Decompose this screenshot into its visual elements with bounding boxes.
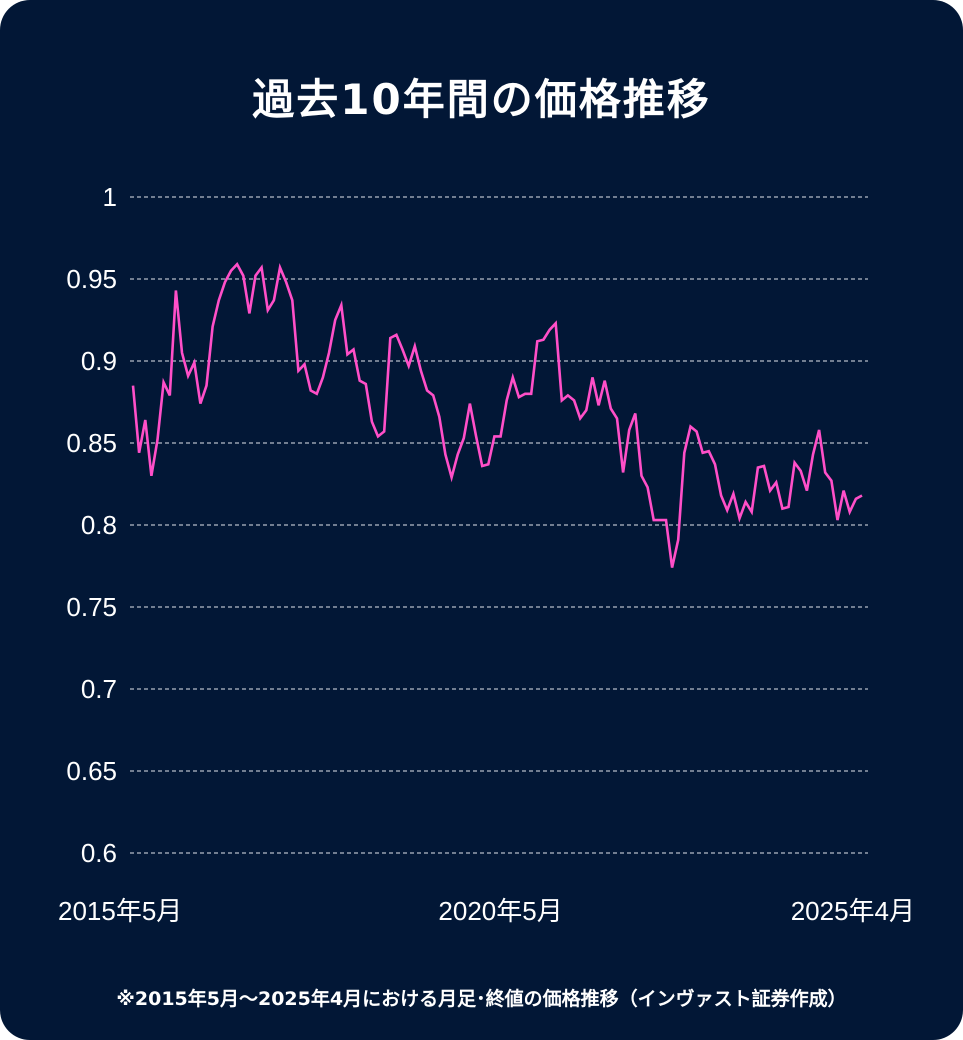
y-tick-label: 0.75 [66, 592, 117, 622]
y-tick-label: 0.6 [81, 838, 117, 868]
chart-title: 過去10年間の価格推移 [252, 75, 711, 124]
y-tick-label: 0.9 [81, 346, 117, 376]
x-tick-label: 2020年5月 [438, 896, 562, 926]
price-line [131, 261, 863, 568]
x-tick-label: 2015年5月 [58, 896, 182, 926]
y-tick-label: 0.7 [81, 674, 117, 704]
y-tick-label: 0.95 [66, 264, 117, 294]
y-tick-label: 0.85 [66, 428, 117, 458]
chart-footnote: ※2015年5月～2025年4月における月足･終値の価格推移（インヴァスト証券作… [116, 988, 847, 1010]
x-tick-label: 2025年4月 [791, 896, 915, 926]
y-tick-label: 0.65 [66, 756, 117, 786]
y-tick-label: 1 [103, 182, 117, 212]
y-tick-label: 0.8 [81, 510, 117, 540]
